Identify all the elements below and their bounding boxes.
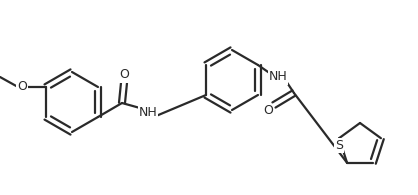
- Text: NH: NH: [139, 106, 157, 120]
- Text: S: S: [335, 139, 343, 152]
- Text: O: O: [17, 81, 27, 93]
- Text: O: O: [263, 105, 273, 118]
- Text: NH: NH: [269, 71, 287, 83]
- Text: O: O: [119, 68, 129, 82]
